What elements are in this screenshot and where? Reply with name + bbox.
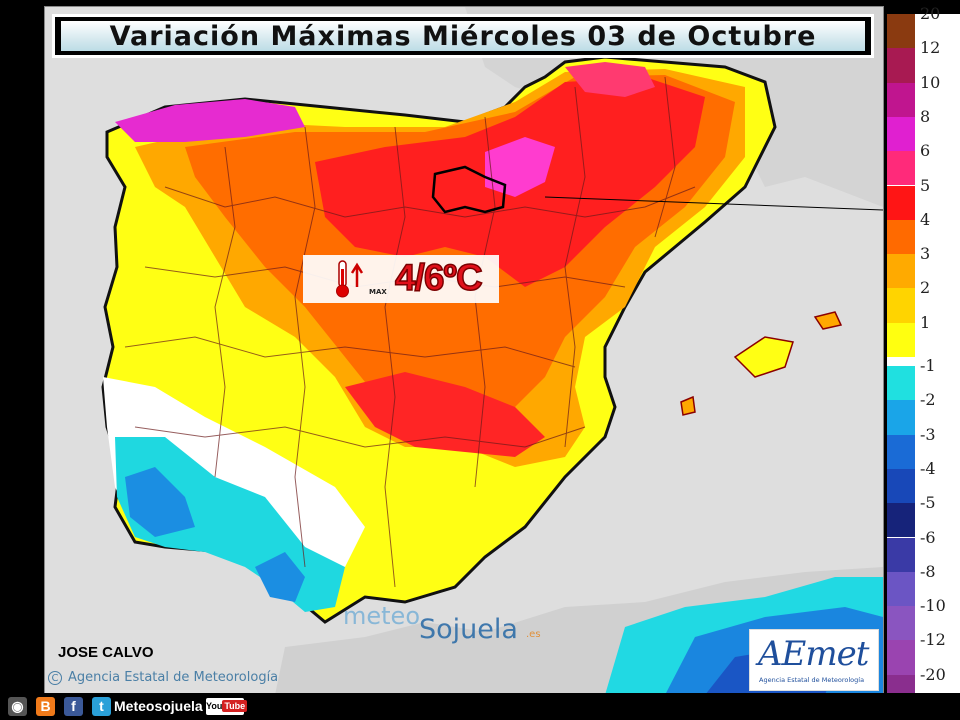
iberia-temperature-map — [45, 7, 883, 695]
legend-label-cold-1: -2 — [920, 390, 936, 410]
mallorca — [733, 336, 794, 378]
legend-swatch-warm-8 — [887, 288, 915, 323]
legend-swatch-warm-6 — [887, 219, 915, 255]
legend-label-warm-4: 6 — [920, 141, 931, 161]
legend-label-warm-7: 3 — [920, 244, 931, 264]
watermark-part3: .es — [526, 629, 541, 640]
legend-swatch-cold-2 — [887, 434, 915, 469]
legend-swatch-warm-0 — [887, 14, 915, 49]
legend-label-cold-2: -3 — [920, 424, 936, 444]
legend-label-cold-9: -20 — [920, 664, 946, 684]
leader-line — [544, 196, 883, 211]
title-inner: Variación Máximas Miércoles 03 de Octubr… — [61, 20, 865, 52]
max-label: MAX — [369, 288, 387, 296]
province-borders — [124, 76, 696, 588]
blogger-icon[interactable]: B — [36, 697, 55, 716]
copyright-notice: C Agencia Estatal de Meteorología — [48, 670, 278, 685]
aemet-logo: AEmet Agencia Estatal de Meteorología — [749, 629, 879, 691]
map-panel — [44, 6, 884, 696]
legend-label-warm-0: 20 — [920, 4, 941, 23]
ibiza — [680, 395, 696, 416]
legend-swatch-warm-5 — [887, 185, 915, 220]
map-title: Variación Máximas Miércoles 03 de Octubr… — [109, 20, 817, 52]
legend-label-warm-3: 8 — [920, 106, 931, 126]
legend-swatch-cold-3 — [887, 468, 915, 504]
legend-label-cold-3: -4 — [920, 458, 936, 478]
legend-swatch-cold-0 — [887, 366, 915, 401]
author-credit: JOSE CALVO — [58, 644, 154, 661]
blue-zone — [125, 467, 195, 537]
twitter-icon[interactable]: t — [92, 697, 111, 716]
legend-label-warm-1: 12 — [920, 38, 941, 58]
camera-icon[interactable]: ◉ — [8, 697, 27, 716]
legend-swatch-warm-2 — [887, 82, 915, 117]
legend-swatch-warm-4 — [887, 151, 915, 186]
legend-swatch-warm-7 — [887, 254, 915, 289]
legend-swatch-warm-9 — [887, 322, 915, 357]
thermometer-icon — [336, 260, 364, 298]
copyright-text: Agencia Estatal de Meteorología — [68, 670, 279, 685]
menorca — [813, 311, 843, 330]
title-banner: Variación Máximas Miércoles 03 de Octubr… — [52, 14, 874, 58]
legend-label-cold-0: -1 — [920, 356, 936, 375]
social-handle[interactable]: Meteosojuela — [114, 698, 203, 714]
magenta-coast — [115, 99, 305, 142]
legend-label-warm-2: 10 — [920, 72, 941, 92]
legend-label-warm-9: 1 — [920, 312, 931, 332]
watermark-logo: meteo Sojuela .es — [343, 602, 541, 645]
legend-label-cold-5: -6 — [920, 527, 936, 547]
legend-swatch-cold-7 — [887, 606, 915, 641]
watermark-part1: meteo — [343, 602, 421, 630]
pink-east — [485, 137, 555, 197]
aemet-subtitle: Agencia Estatal de Meteorología — [759, 676, 865, 684]
la-rioja-outline — [431, 165, 507, 214]
temperature-value: 4/6ºC — [394, 256, 483, 299]
social-bar: ◉ B f t Meteosojuela You Tube — [0, 693, 960, 720]
legend-swatch-cold-4 — [887, 503, 915, 538]
pink-ne — [565, 62, 655, 97]
copyright-icon: C — [48, 670, 62, 685]
legend-swatch-warm-1 — [887, 48, 915, 83]
color-legend: 20 12 10 8 6 5 4 3 2 1 -1 -2 -3 -4 -5 -6 -8 -10 -12 -20 — [887, 4, 960, 709]
legend-label-cold-8: -12 — [920, 630, 946, 650]
watermark-part2: Sojuela — [419, 614, 518, 645]
youtube-you: You — [206, 701, 223, 711]
legend-label-warm-8: 2 — [920, 278, 931, 298]
legend-swatch-cold-6 — [887, 571, 915, 607]
aemet-name: AEmet — [758, 634, 869, 674]
temperature-badge: MAX 4/6ºC — [303, 255, 499, 303]
legend-swatch-warm-3 — [887, 116, 915, 152]
legend-swatch-cold-1 — [887, 400, 915, 435]
youtube-icon[interactable]: You Tube — [206, 698, 248, 715]
blue-zone-2 — [255, 552, 305, 602]
youtube-tube: Tube — [222, 700, 248, 712]
legend-label-cold-4: -5 — [920, 493, 936, 513]
legend-label-warm-5: 5 — [920, 175, 931, 195]
legend-swatch-cold-8 — [887, 640, 915, 675]
legend-label-cold-6: -8 — [920, 561, 936, 581]
legend-label-cold-7: -10 — [920, 596, 946, 616]
legend-label-warm-6: 4 — [920, 209, 931, 229]
facebook-icon[interactable]: f — [64, 697, 83, 716]
legend-swatch-cold-5 — [887, 537, 915, 572]
